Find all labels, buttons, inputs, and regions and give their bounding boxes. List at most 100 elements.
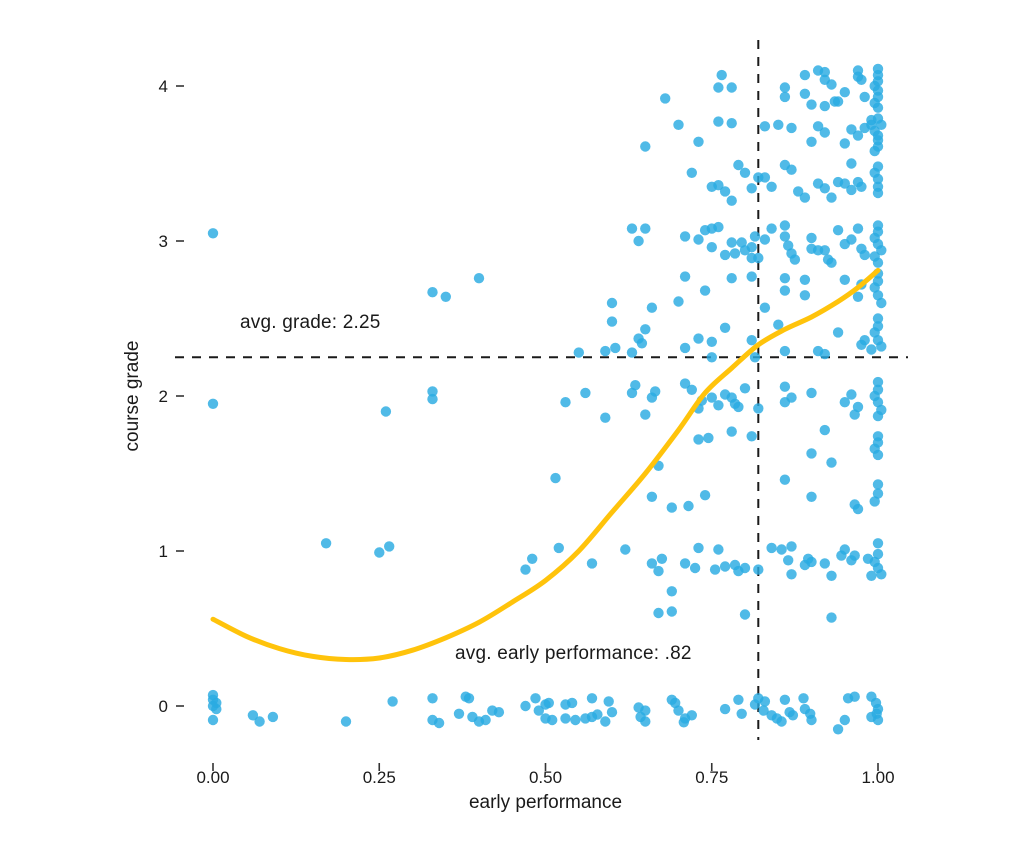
scatter-point [207, 398, 219, 409]
scatter-point [679, 271, 691, 282]
scatter-point [207, 714, 219, 726]
scatter-point [560, 397, 571, 408]
y-axis-label: course grade [122, 340, 143, 452]
scatter-point [739, 609, 751, 620]
scatter-point [473, 273, 485, 284]
scatter-point [869, 282, 880, 293]
scatter-point [600, 345, 611, 357]
x-tick-label: 1.00 [861, 768, 894, 787]
scatter-point [783, 555, 794, 566]
scatter-point [872, 173, 884, 185]
scatter-point [713, 544, 724, 555]
scatter-point [480, 714, 491, 726]
scatter-point [719, 186, 731, 197]
scatter-point [749, 352, 761, 363]
scatter-point [520, 700, 531, 712]
scatter-point [706, 242, 717, 253]
scatter-point [493, 707, 505, 718]
scatter-point [706, 336, 717, 347]
avg-grade-annotation: avg. grade: 2.25 [240, 312, 381, 333]
scatter-point [876, 569, 887, 580]
scatter-point [759, 172, 771, 183]
scatter-point [859, 249, 870, 261]
scatter-point [746, 183, 757, 194]
scatter-point [839, 178, 850, 189]
scatter-point [866, 570, 877, 581]
scatter-point [739, 562, 751, 574]
scatter-point [606, 297, 618, 309]
scatter-point [713, 180, 724, 191]
scatter-point [733, 694, 744, 705]
scatter-point [739, 167, 751, 178]
scatter-point [726, 237, 737, 248]
scatter-point [380, 406, 392, 417]
scatter-point [839, 138, 850, 149]
scatter-point [852, 130, 864, 141]
scatter-point [872, 488, 884, 499]
scatter-point [876, 297, 887, 309]
scatter-point [530, 693, 541, 704]
scatter-point [553, 542, 564, 554]
scatter-point [586, 558, 598, 569]
scatter-point [799, 192, 811, 203]
scatter-point [759, 302, 771, 313]
scatter-point [666, 586, 677, 597]
scatter-point [806, 232, 817, 244]
scatter-point [211, 703, 222, 715]
scatter-point [806, 387, 817, 399]
scatter-point [846, 234, 857, 245]
scatter-point [726, 273, 737, 284]
scatter-point [799, 69, 811, 81]
scatter-point [832, 327, 844, 338]
scatter-point [719, 703, 731, 715]
scatter-point [819, 66, 830, 78]
scatter-point [776, 544, 787, 555]
scatter-point [872, 538, 884, 549]
scatter-point [872, 257, 884, 268]
scatter-point [776, 716, 787, 727]
scatter-point [779, 231, 791, 242]
scatter-point [759, 696, 771, 707]
scatter-point [832, 225, 844, 236]
scatter-point [876, 245, 887, 256]
scatter-point [859, 335, 870, 346]
scatter-point [560, 713, 571, 724]
scatter-point [689, 562, 701, 574]
scatter-point [660, 93, 671, 104]
scatter-point [384, 541, 395, 552]
x-tick-label: 0.25 [363, 768, 396, 787]
scatter-point [387, 696, 398, 707]
scatter-point [852, 503, 864, 515]
scatter-point [786, 569, 797, 580]
scatter-point [826, 257, 837, 268]
scatter-point [872, 449, 884, 461]
scatter-point [666, 502, 677, 513]
scatter-point [866, 711, 877, 723]
scatter-point [786, 541, 797, 552]
scatter-point [787, 710, 799, 721]
scatter-point [759, 234, 771, 245]
scatter-point [566, 697, 578, 709]
scatter-point [453, 708, 465, 719]
scatter-point [872, 479, 884, 490]
scatter-point [547, 714, 558, 726]
scatter-point [693, 434, 704, 445]
scatter-point [640, 716, 651, 727]
scatter-point [673, 705, 684, 716]
scatter-point [849, 550, 860, 561]
scatter-point [427, 386, 438, 397]
scatter-point [653, 607, 664, 619]
scatter-point [606, 707, 618, 718]
scatter-point [729, 248, 741, 259]
scatter-point [779, 381, 791, 392]
scatter-point [592, 709, 603, 720]
scatter-point [829, 96, 840, 107]
scatter-point [679, 378, 691, 389]
scatter-point [267, 711, 279, 723]
scatter-point [736, 237, 747, 248]
scatter-point [753, 564, 764, 575]
scatter-point [798, 693, 809, 704]
scatter-point [779, 220, 791, 231]
scatter-point [686, 167, 697, 178]
